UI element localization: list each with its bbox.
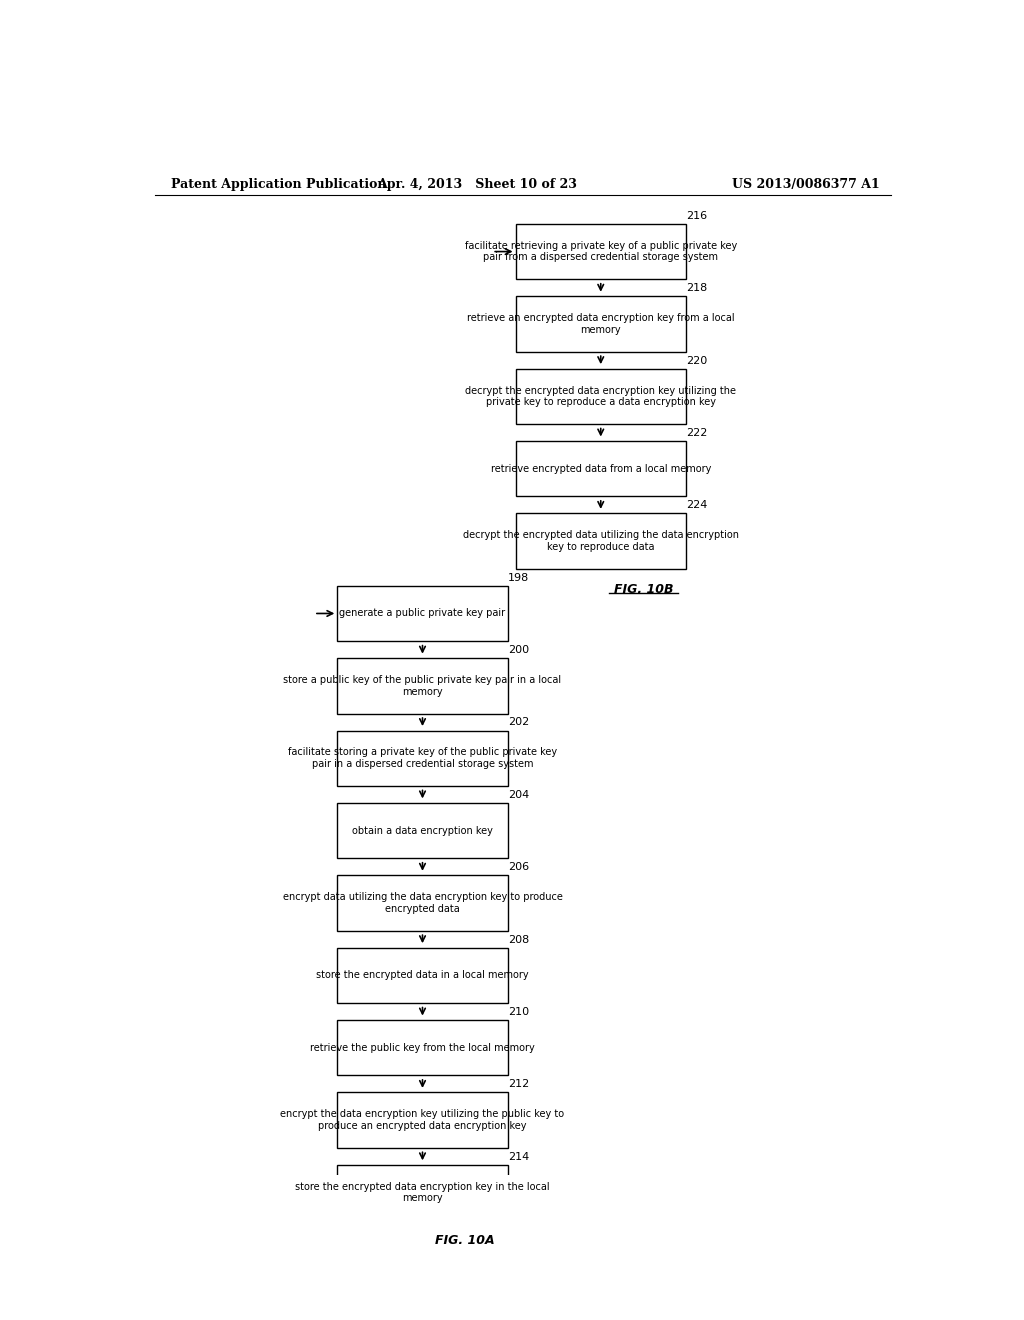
FancyBboxPatch shape bbox=[337, 1093, 508, 1148]
Text: 204: 204 bbox=[508, 789, 529, 800]
Text: FIG. 10B: FIG. 10B bbox=[613, 582, 673, 595]
FancyBboxPatch shape bbox=[337, 803, 508, 858]
FancyBboxPatch shape bbox=[337, 659, 508, 714]
Text: Patent Application Publication: Patent Application Publication bbox=[171, 178, 386, 190]
Text: decrypt the encrypted data encryption key utilizing the
private key to reproduce: decrypt the encrypted data encryption ke… bbox=[465, 385, 736, 407]
Text: 202: 202 bbox=[508, 718, 529, 727]
Text: obtain a data encryption key: obtain a data encryption key bbox=[352, 825, 493, 836]
Text: store the encrypted data encryption key in the local
memory: store the encrypted data encryption key … bbox=[295, 1181, 550, 1204]
Text: FIG. 10A: FIG. 10A bbox=[435, 1234, 495, 1247]
Text: 222: 222 bbox=[686, 428, 708, 438]
FancyBboxPatch shape bbox=[515, 224, 686, 280]
Text: store a public key of the public private key pair in a local
memory: store a public key of the public private… bbox=[284, 675, 561, 697]
Text: 214: 214 bbox=[508, 1152, 529, 1162]
Text: 212: 212 bbox=[508, 1080, 529, 1089]
Text: retrieve the public key from the local memory: retrieve the public key from the local m… bbox=[310, 1043, 535, 1053]
Text: facilitate storing a private key of the public private key
pair in a dispersed c: facilitate storing a private key of the … bbox=[288, 747, 557, 770]
FancyBboxPatch shape bbox=[515, 296, 686, 351]
Text: 198: 198 bbox=[508, 573, 529, 582]
FancyBboxPatch shape bbox=[515, 441, 686, 496]
Text: 210: 210 bbox=[508, 1007, 528, 1016]
Text: US 2013/0086377 A1: US 2013/0086377 A1 bbox=[732, 178, 880, 190]
Text: 216: 216 bbox=[686, 211, 708, 220]
Text: generate a public private key pair: generate a public private key pair bbox=[339, 609, 506, 619]
FancyBboxPatch shape bbox=[337, 730, 508, 785]
Text: store the encrypted data in a local memory: store the encrypted data in a local memo… bbox=[316, 970, 528, 981]
Text: Apr. 4, 2013   Sheet 10 of 23: Apr. 4, 2013 Sheet 10 of 23 bbox=[377, 178, 577, 190]
FancyBboxPatch shape bbox=[337, 948, 508, 1003]
FancyBboxPatch shape bbox=[337, 586, 508, 642]
FancyBboxPatch shape bbox=[337, 1020, 508, 1076]
Text: 208: 208 bbox=[508, 935, 529, 945]
FancyBboxPatch shape bbox=[515, 513, 686, 569]
Text: 220: 220 bbox=[686, 355, 708, 366]
Text: 200: 200 bbox=[508, 645, 528, 655]
Text: retrieve an encrypted data encryption key from a local
memory: retrieve an encrypted data encryption ke… bbox=[467, 313, 734, 335]
FancyBboxPatch shape bbox=[515, 368, 686, 424]
Text: encrypt data utilizing the data encryption key to produce
encrypted data: encrypt data utilizing the data encrypti… bbox=[283, 892, 562, 913]
Text: 224: 224 bbox=[686, 500, 708, 511]
FancyBboxPatch shape bbox=[337, 875, 508, 931]
Text: encrypt the data encryption key utilizing the public key to
produce an encrypted: encrypt the data encryption key utilizin… bbox=[281, 1109, 564, 1131]
Text: facilitate retrieving a private key of a public private key
pair from a disperse: facilitate retrieving a private key of a… bbox=[465, 240, 737, 263]
Text: 206: 206 bbox=[508, 862, 528, 873]
Text: retrieve encrypted data from a local memory: retrieve encrypted data from a local mem… bbox=[490, 463, 711, 474]
Text: decrypt the encrypted data utilizing the data encryption
key to reproduce data: decrypt the encrypted data utilizing the… bbox=[463, 531, 738, 552]
FancyBboxPatch shape bbox=[337, 1164, 508, 1220]
Text: 218: 218 bbox=[686, 284, 708, 293]
